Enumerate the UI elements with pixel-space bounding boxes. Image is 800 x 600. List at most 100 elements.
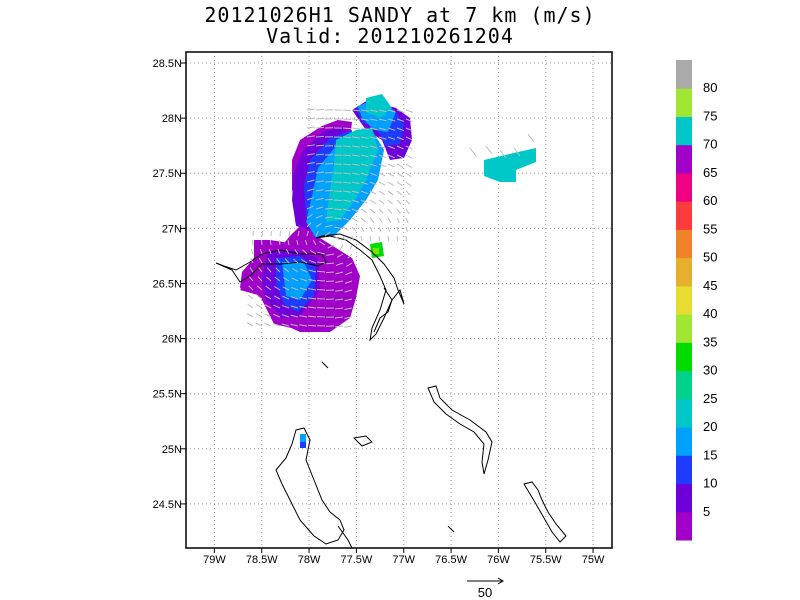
wind-vector xyxy=(378,181,386,186)
wind-vector xyxy=(315,189,324,192)
wind-vector xyxy=(284,258,290,264)
wind-vector xyxy=(396,226,400,233)
wind-vector xyxy=(273,304,281,309)
wind-field xyxy=(240,94,536,448)
wind-vector xyxy=(342,190,351,193)
colorbar-segment xyxy=(676,483,692,513)
wind-vector xyxy=(369,217,375,223)
wind-vector xyxy=(292,268,299,273)
wind-vector xyxy=(387,208,393,214)
wind-vector xyxy=(360,181,369,185)
x-tick-label: 78.5W xyxy=(246,554,278,566)
wind-vector xyxy=(369,118,378,122)
wind-vector xyxy=(315,117,324,120)
x-tick-label: 79W xyxy=(203,554,226,566)
colorbar-label: 45 xyxy=(703,278,717,293)
wind-vector xyxy=(342,118,351,121)
wind-vector xyxy=(272,323,281,327)
y-tick-label: 27N xyxy=(162,223,182,235)
wind-vector xyxy=(369,172,378,177)
coastline-segment xyxy=(337,525,353,548)
wind-vector xyxy=(387,172,395,177)
colorbar-segment xyxy=(676,342,692,372)
wind-vector xyxy=(339,244,344,250)
wind-vector xyxy=(342,181,351,184)
x-tick-label: 77W xyxy=(392,554,415,566)
wind-vector xyxy=(387,163,395,168)
wind-vector xyxy=(324,198,333,201)
colorbar-label: 65 xyxy=(703,165,717,180)
x-tick-label: 76.5W xyxy=(435,554,467,566)
colorbar-label: 55 xyxy=(703,221,717,236)
wind-vector xyxy=(396,217,400,223)
wind-vector xyxy=(360,190,368,195)
colorbar-segment xyxy=(676,511,692,541)
wind-vector xyxy=(360,127,369,130)
coastline-segment xyxy=(315,233,405,342)
colorbar-segment xyxy=(676,455,692,485)
wind-vector xyxy=(335,325,344,328)
wind-vectors xyxy=(246,108,535,328)
wind-vector xyxy=(378,190,385,195)
wind-vector xyxy=(317,270,326,273)
wind-vector xyxy=(369,199,376,204)
coastline-segment xyxy=(321,361,329,369)
wind-vector xyxy=(344,298,353,302)
wind-vector xyxy=(274,276,281,282)
wind-vector xyxy=(324,189,333,192)
wind-vector xyxy=(283,277,290,282)
wind-vector xyxy=(306,162,315,165)
wind-vector xyxy=(405,217,409,224)
wind-vector xyxy=(264,304,272,309)
wind-vector xyxy=(333,226,342,229)
wind-vector xyxy=(405,109,414,113)
wind-vector xyxy=(317,279,326,282)
wind-vector xyxy=(351,217,358,222)
wind-vector xyxy=(378,226,382,233)
x-tick-label: 75W xyxy=(582,554,605,566)
wind-vector xyxy=(342,217,351,222)
wind-vector xyxy=(308,324,317,327)
wind-vector xyxy=(351,208,359,213)
wind-vector xyxy=(290,296,299,300)
wind-band-cyan xyxy=(326,128,378,222)
wind-vector xyxy=(335,289,344,292)
wind-vector xyxy=(360,145,369,149)
wind-vector xyxy=(342,226,349,231)
colorbar-segment xyxy=(676,427,692,456)
wind-vector xyxy=(306,144,315,147)
wind-vector xyxy=(360,118,369,121)
wind-vector xyxy=(344,325,353,328)
wind-vector xyxy=(273,295,281,300)
wind-vector xyxy=(342,208,351,212)
coastline-segment xyxy=(215,249,327,283)
wind-vector xyxy=(387,136,396,140)
reference-vector: 50 xyxy=(467,577,504,600)
colorbar-segment xyxy=(676,370,692,400)
wind-vector xyxy=(308,315,317,318)
wind-vector xyxy=(285,249,290,255)
wind-vector xyxy=(282,286,290,291)
wind-vector xyxy=(405,190,411,196)
wind-vector xyxy=(369,235,372,242)
colorbar-segment xyxy=(676,88,692,117)
wind-vector xyxy=(306,126,315,129)
wind-vector xyxy=(304,239,308,246)
wind-vector xyxy=(308,297,317,300)
wind-vector xyxy=(266,276,272,282)
wind-vector xyxy=(327,244,335,249)
wind-vector xyxy=(396,190,403,196)
wind-vector xyxy=(387,154,395,159)
wind-vector xyxy=(351,172,360,176)
wind-vector xyxy=(257,276,263,282)
wind-vector xyxy=(344,289,353,293)
x-tick-label: 78W xyxy=(298,554,321,566)
wind-vector xyxy=(360,109,369,112)
colorbar-segment xyxy=(676,201,692,230)
wind-vector xyxy=(256,285,263,291)
axis-ticks: 79W 78.5W 78W 77.5W 77W 76.5W 76W 75.5W 75W 24.5N… xyxy=(153,58,605,566)
wind-vector xyxy=(270,230,273,237)
wind-vector xyxy=(360,172,369,176)
wind-vector xyxy=(351,163,360,166)
wind-vector xyxy=(387,181,394,186)
